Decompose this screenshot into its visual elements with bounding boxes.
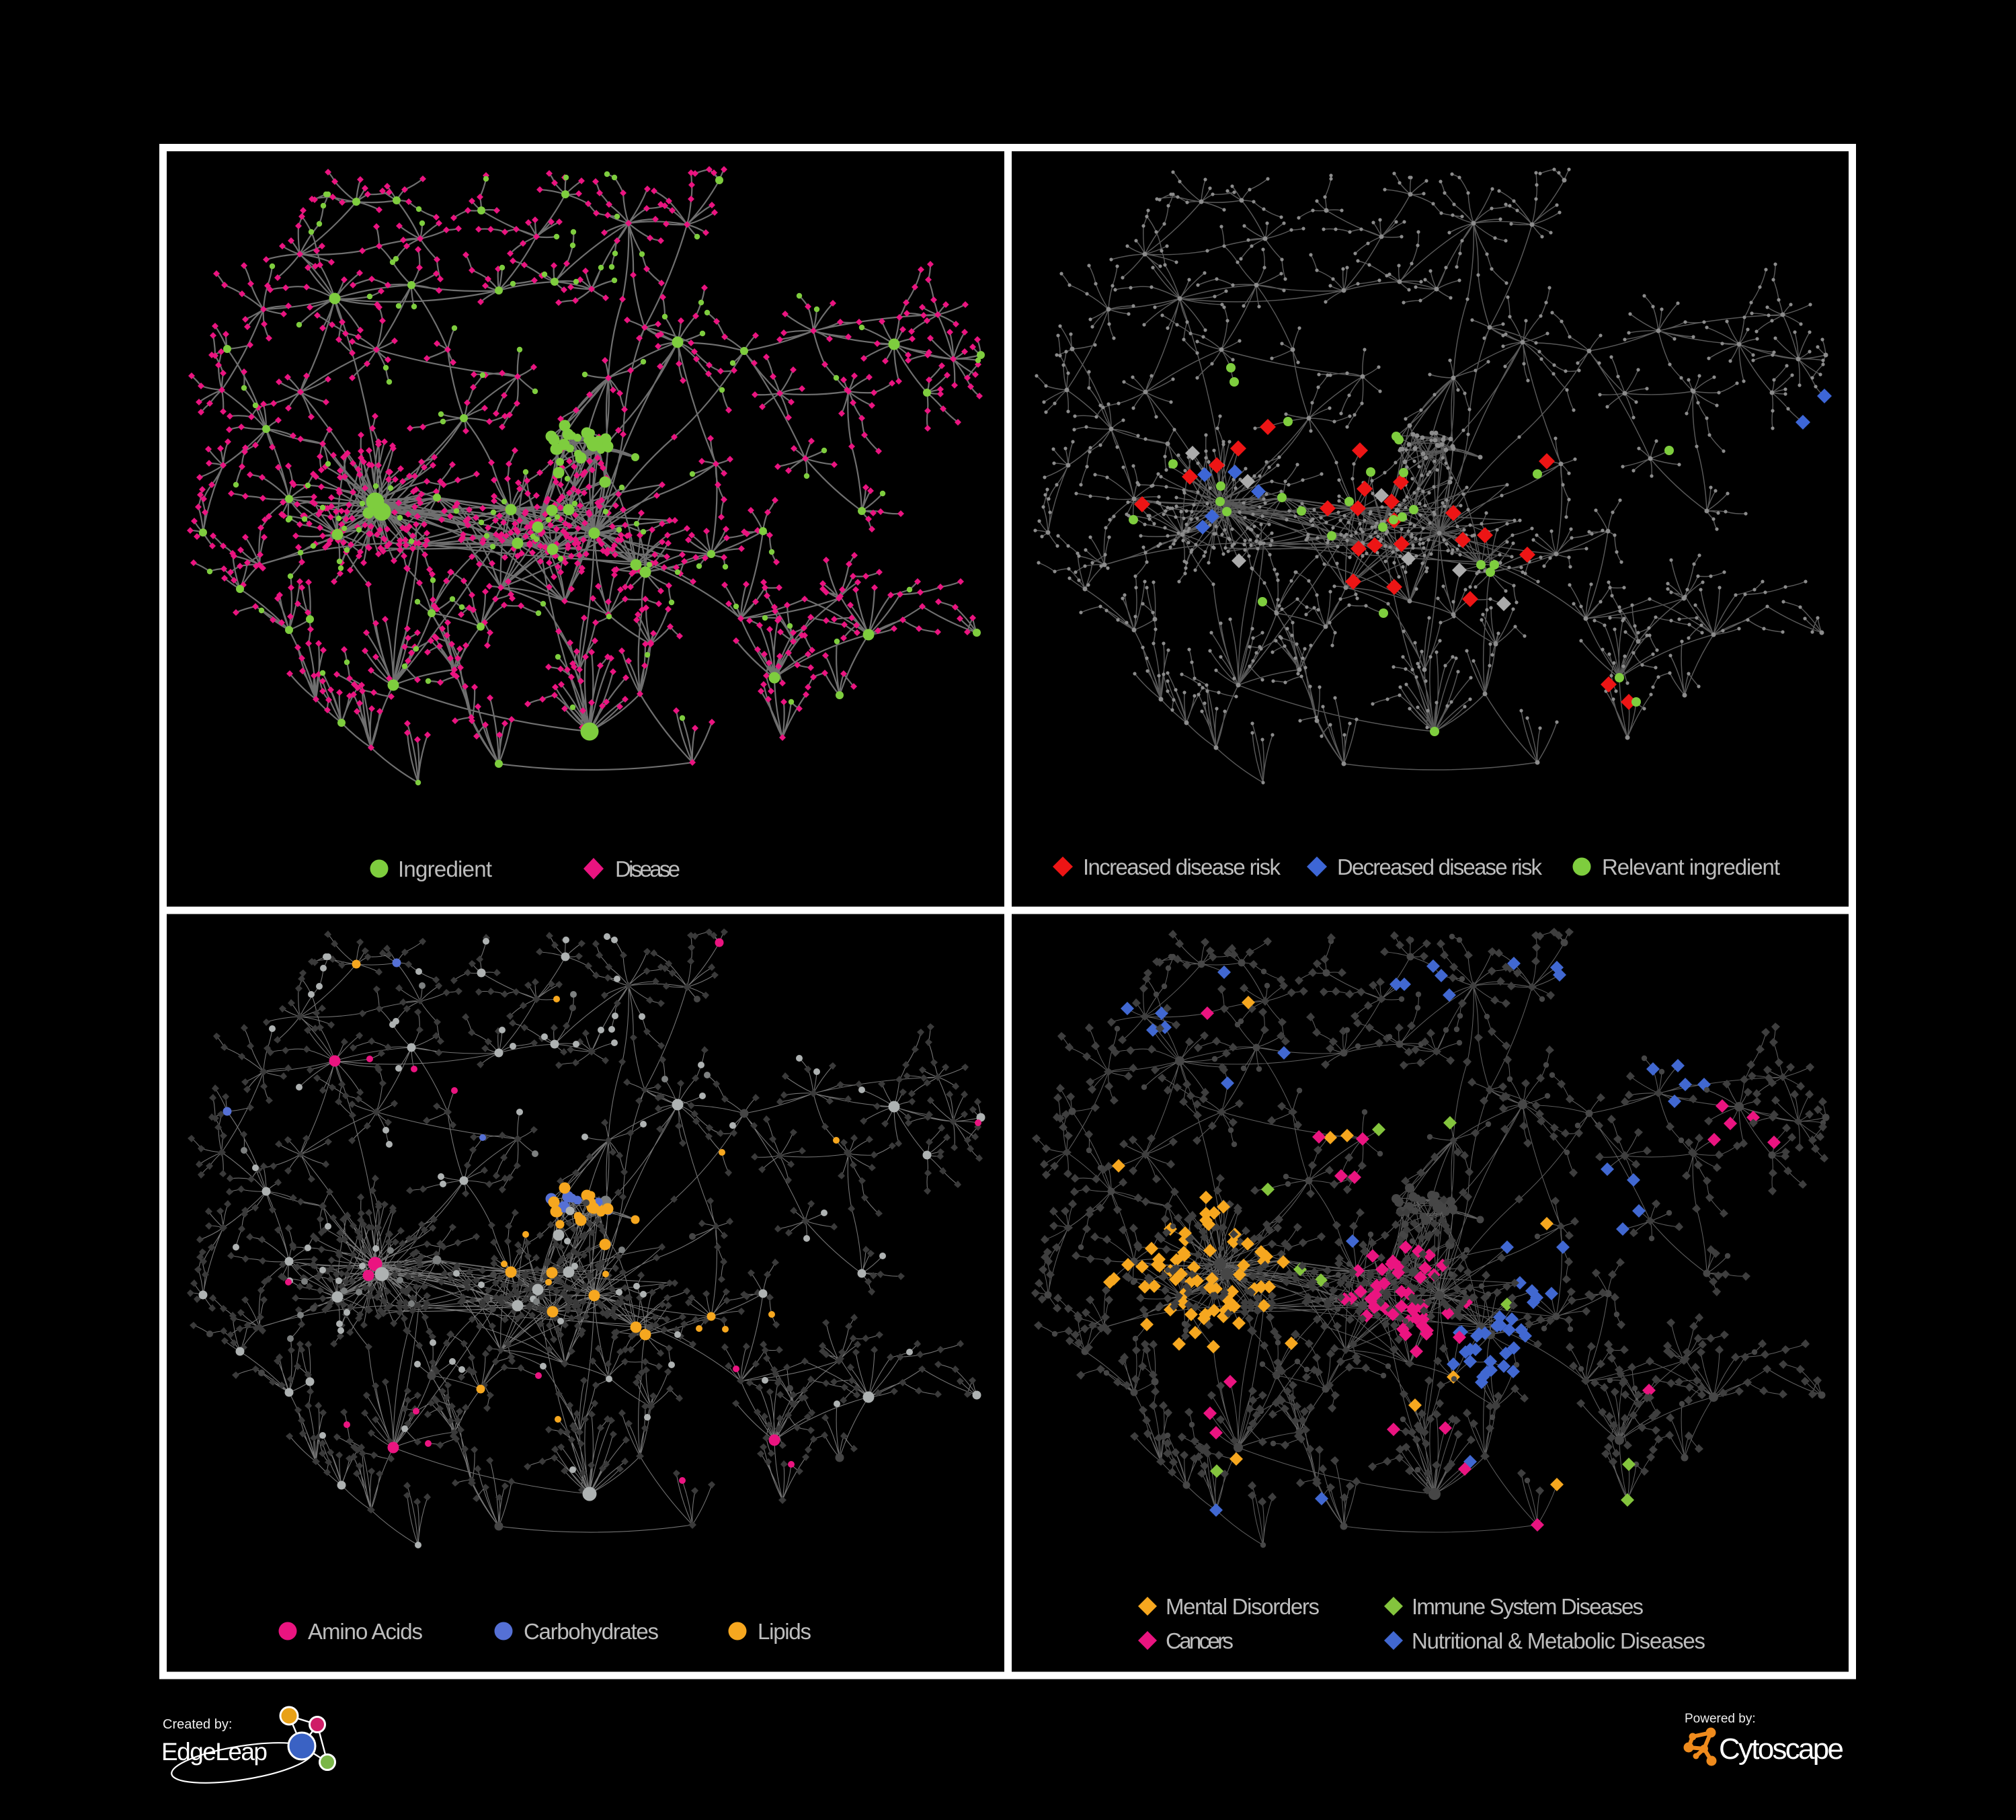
svg-text:Mental Disorders: Mental Disorders (1166, 1594, 1320, 1619)
svg-text:Lipids: Lipids (758, 1619, 811, 1644)
svg-text:Increased disease risk: Increased disease risk (1083, 855, 1281, 879)
svg-text:Immune System Diseases: Immune System Diseases (1412, 1594, 1644, 1619)
svg-text:Disease: Disease (615, 857, 680, 881)
svg-text:Relevant ingredient: Relevant ingredient (1602, 855, 1780, 879)
svg-text:Ingredient: Ingredient (398, 857, 492, 881)
svg-text:Powered by:: Powered by: (1685, 1712, 1756, 1726)
svg-text:Amino Acids: Amino Acids (308, 1619, 423, 1644)
svg-text:Decreased disease risk: Decreased disease risk (1337, 855, 1543, 879)
svg-text:Nutritional & Metabolic Diseas: Nutritional & Metabolic Diseases (1412, 1628, 1705, 1653)
svg-text:Cytoscape: Cytoscape (1719, 1733, 1844, 1766)
svg-text:Carbohydrates: Carbohydrates (524, 1619, 659, 1644)
svg-text:Created by:: Created by: (163, 1717, 232, 1732)
svg-text:EdgeLeap: EdgeLeap (161, 1738, 268, 1766)
svg-text:Cancers: Cancers (1166, 1628, 1234, 1653)
